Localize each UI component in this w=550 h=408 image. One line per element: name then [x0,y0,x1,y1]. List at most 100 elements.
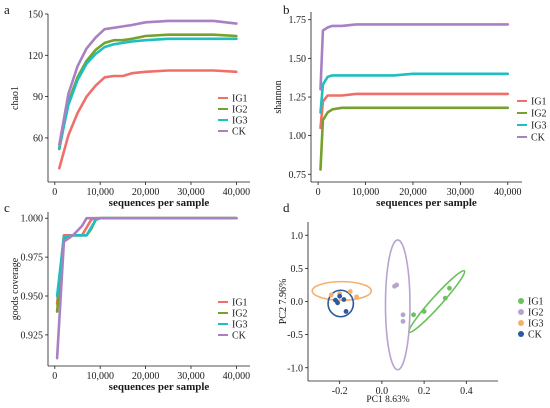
x-axis-title: sequences per sample [376,197,477,209]
y-tick-label: 1.25 [289,93,307,104]
legend-label: IG3 [531,121,547,132]
legend-label: IG1 [531,97,547,108]
plot-area [319,23,510,171]
point-ig2 [394,282,400,288]
legend-swatch [518,331,524,337]
legend-swatch [518,320,524,326]
y-axis-title: PC2 7.96% [278,279,289,325]
confidence-ellipse-ig2 [384,239,411,371]
x-tick-label: -0.2 [332,386,348,397]
panel-c: c 0 10,000 20,000 30,000 40,000 0.925 0.950 0.97… [4,200,250,393]
y-tick-label: 0.5 [291,264,304,275]
series-line-ig2 [58,33,238,151]
x-tick-label: 0 [52,371,57,382]
panel-label: b [283,2,290,17]
legend-label: IG2 [232,309,248,320]
confidence-ellipse-ck [327,289,355,318]
x-tick-label: 10,000 [86,371,114,382]
legend-label: CK [232,127,247,138]
legend-label: CK [531,133,546,144]
series-line-ig2 [319,106,510,171]
y-tick-label: -0.5 [287,330,303,341]
x-tick-label: 30,000 [177,371,205,382]
series-line-ig3 [319,72,510,114]
point-ig3 [328,292,334,298]
point-ig3 [354,294,359,300]
series-line-ig1 [319,92,510,130]
x-axis-title: PC1 8.63% [366,395,409,405]
y-axis-title: shannon [273,80,284,113]
panel-label: d [283,200,290,215]
point-ck [335,300,340,306]
plot-area [55,216,238,360]
legend-swatch [518,298,524,304]
legend-label: IG3 [232,320,248,331]
y-tick-label: 150 [28,10,43,21]
legend-label: IG2 [232,105,248,116]
x-tick-label: 10,000 [352,187,380,198]
y-tick-label: 1.000 [21,214,44,225]
point-ig1 [447,285,452,291]
plot-area [311,239,466,371]
x-tick-label: 10,000 [86,187,114,198]
x-tick-label: 0.2 [418,386,431,397]
y-tick-label: 0.975 [21,253,44,264]
panel-label: a [4,2,10,17]
legend-label: IG1 [232,94,248,105]
y-tick-label: 0.925 [21,330,44,341]
legend-swatch [518,309,524,315]
y-tick-label: 0.950 [21,292,44,303]
point-ig1 [411,312,416,318]
y-axis-title: goods coverage [10,257,21,320]
series-line-ck [319,23,510,91]
legend-label: CK [232,331,247,342]
point-ck [341,297,347,302]
confidence-ellipse-ig1 [408,269,466,334]
point-ck [337,293,343,299]
x-tick-label: 0.0 [376,386,389,397]
y-tick-label: 1.00 [289,131,307,142]
x-tick-label: 40,000 [223,371,251,382]
x-axis-title: sequences per sample [109,381,210,393]
x-tick-label: 0 [316,187,321,198]
legend-label: IG2 [531,109,547,120]
y-tick-label: 1.50 [289,54,307,65]
legend-label: IG3 [232,116,248,127]
panel-label: c [4,200,10,215]
point-ig3 [347,289,353,294]
x-tick-label: 0.4 [460,386,473,397]
panel-a: a 0 10,000 20,000 30,000 40,000 60 90 120 150 sequ… [4,2,250,209]
x-tick-label: 20,000 [132,371,160,382]
y-tick-label: -1.0 [287,363,303,374]
x-axis-title: sequences per sample [109,197,210,209]
y-axis-title: chao1 [10,86,21,110]
x-tick-label: 40,000 [494,187,522,198]
x-tick-label: 0 [52,187,57,198]
y-tick-label: 60 [33,133,43,144]
series-line-ig1 [55,216,238,306]
series-line-ck [55,216,238,360]
legend-label: IG1 [528,297,544,308]
point-ig2 [400,312,406,318]
y-tick-label: 0.75 [289,170,307,181]
x-tick-label: 40,000 [223,187,251,198]
legend-label: IG2 [528,308,544,319]
series-line-ig3 [58,37,238,149]
y-tick-label: 120 [28,51,43,62]
y-tick-label: 1.75 [289,15,307,26]
legend-label: IG3 [528,319,544,330]
legend-label: CK [528,330,543,341]
x-tick-label: 30,000 [177,187,205,198]
y-tick-label: 1.0 [291,231,304,242]
x-tick-label: 20,000 [399,187,427,198]
point-ig1 [421,309,427,314]
point-ck [343,309,349,314]
point-ig2 [400,318,406,324]
x-tick-label: 20,000 [132,187,160,198]
x-tick-label: 30,000 [447,187,475,198]
y-tick-label: 90 [33,92,43,103]
series-line-ig1 [58,69,238,170]
y-tick-label: 0.0 [291,297,304,308]
panel-d: d -0.2 0.0 0.2 0.4 -1.0 -0.5 0.0 0.5 1.0 PC1 8.63%… [278,200,544,405]
